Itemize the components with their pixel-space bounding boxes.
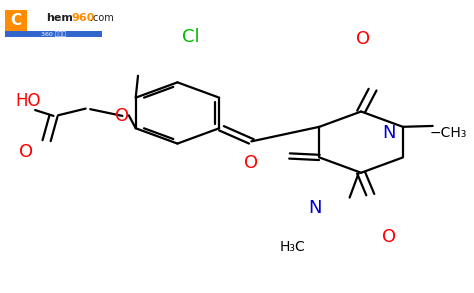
Text: O: O xyxy=(382,228,396,246)
Text: O: O xyxy=(244,154,258,171)
Text: C: C xyxy=(11,13,22,28)
Text: N: N xyxy=(382,124,395,142)
Text: O: O xyxy=(115,107,129,125)
Text: 360 化工网: 360 化工网 xyxy=(41,32,66,37)
Text: 960: 960 xyxy=(72,13,95,23)
Text: hem: hem xyxy=(46,13,73,23)
Text: .com: .com xyxy=(90,13,114,23)
Text: O: O xyxy=(19,143,33,161)
Text: N: N xyxy=(309,199,322,217)
Text: −CH₃: −CH₃ xyxy=(430,126,467,140)
Text: HO: HO xyxy=(16,92,41,110)
FancyBboxPatch shape xyxy=(5,10,27,31)
Text: O: O xyxy=(356,30,371,47)
Text: Cl: Cl xyxy=(182,28,200,46)
Text: H₃C: H₃C xyxy=(279,240,305,254)
FancyBboxPatch shape xyxy=(5,31,102,37)
